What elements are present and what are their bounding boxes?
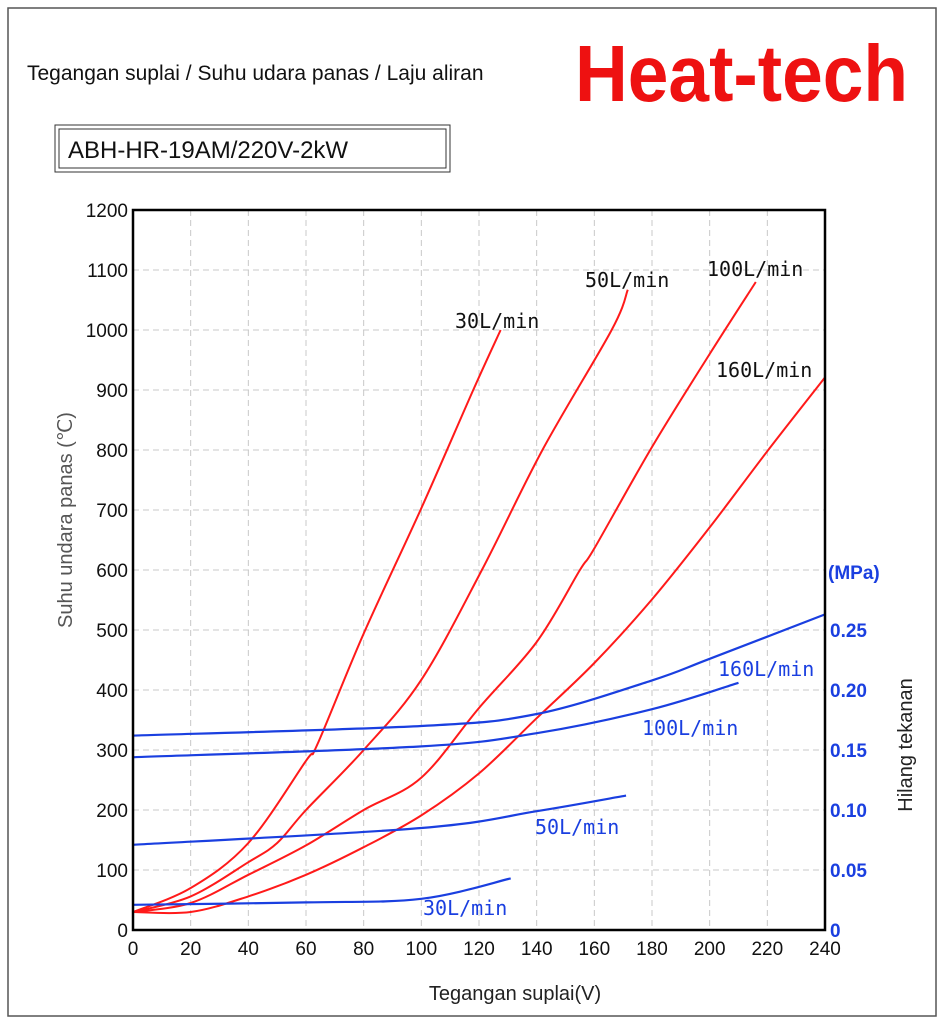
- outer-frame: [7, 7, 937, 1017]
- y-tick-label: 300: [96, 741, 128, 762]
- y-tick-label: 1100: [87, 261, 128, 282]
- y-tick-label: 900: [96, 381, 128, 402]
- y-tick-label: 200: [96, 801, 128, 822]
- series-group: 30L/min 50L/min 100L/min 160L/min 30L/min 50L…: [132, 257, 826, 920]
- x-tick-label: 160: [578, 939, 610, 960]
- y-tick-label: 800: [96, 441, 128, 462]
- y2-tick-label: 0: [830, 921, 841, 942]
- y2-unit: (MPa): [828, 563, 880, 584]
- x-tick-label: 0: [128, 939, 139, 960]
- model-label: ABH-HR-19AM/220V-2kW: [68, 137, 348, 164]
- model-box-outer: [54, 124, 451, 173]
- y2-axis-label: Hilang tekanan: [895, 678, 917, 811]
- pressure-line-100L-min: [132, 681, 739, 759]
- y-tick-label: 600: [96, 561, 128, 582]
- x-tick-label: 220: [751, 939, 783, 960]
- x-tick-label: 40: [238, 939, 259, 960]
- x-tick-label: 20: [180, 939, 201, 960]
- y-tick-label: 400: [96, 681, 128, 702]
- x-tick-label: 60: [295, 939, 316, 960]
- y-tick-label: 1200: [86, 201, 128, 222]
- pressure-series-label: 160L/min: [718, 657, 814, 681]
- plot-frame: [131, 208, 827, 932]
- y-tick-label: 700: [96, 501, 128, 522]
- model-box-inner: [58, 128, 447, 169]
- y-axis-label: Suhu undara panas (℃): [55, 412, 77, 628]
- x-tick-label: 100: [405, 939, 437, 960]
- temperature-series-label: 160L/min: [716, 358, 812, 382]
- x-tick-label: 80: [353, 939, 374, 960]
- ticks: 0 20 40 60 80 100 120 140 160 180 200 220 2400100200…: [86, 201, 868, 960]
- temperature-line-100L-min: [132, 281, 757, 913]
- brand-logo: Heat-tech: [575, 29, 908, 118]
- temperature-line-30L-min: [132, 329, 502, 913]
- pressure-series-label: 30L/min: [423, 896, 507, 920]
- chart-title: Tegangan suplai / Suhu udara panas / Laj…: [27, 62, 484, 85]
- y-tick-label: 1000: [86, 321, 128, 342]
- temperature-series-label: 50L/min: [585, 268, 669, 292]
- y-tick-label: 100: [96, 861, 128, 882]
- y-tick-label: 500: [96, 621, 128, 642]
- grid: [133, 210, 825, 930]
- x-axis-label: Tegangan suplai(V): [429, 983, 601, 1005]
- y2-tick-label: 0.25: [830, 621, 867, 642]
- y2-tick-label: 0.05: [830, 861, 867, 882]
- x-tick-label: 120: [463, 939, 495, 960]
- temperature-series-label: 100L/min: [707, 257, 803, 281]
- temperature-line-50L-min: [132, 289, 629, 913]
- y-tick-label: 0: [117, 921, 128, 942]
- pressure-series-label: 50L/min: [535, 815, 619, 839]
- x-tick-label: 200: [694, 939, 726, 960]
- pressure-line-50L-min: [132, 794, 627, 846]
- y2-tick-label: 0.15: [830, 741, 867, 762]
- x-tick-label: 180: [636, 939, 668, 960]
- pressure-line-160L-min: [132, 613, 826, 737]
- y2-tick-label: 0.10: [830, 801, 867, 822]
- pressure-line-30L-min: [132, 877, 511, 906]
- temperature-line-160L-min: [132, 376, 826, 915]
- x-tick-label: 140: [521, 939, 553, 960]
- x-tick-label: 240: [809, 939, 841, 960]
- pressure-series-label: 100L/min: [642, 716, 738, 740]
- temperature-series-label: 30L/min: [455, 309, 539, 333]
- y2-tick-label: 0.20: [830, 681, 867, 702]
